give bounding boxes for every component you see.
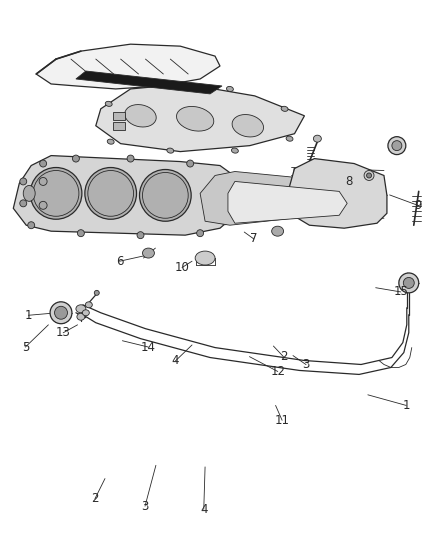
Text: 8: 8 bbox=[345, 175, 353, 188]
Text: 1: 1 bbox=[403, 399, 410, 412]
Ellipse shape bbox=[125, 104, 156, 127]
Ellipse shape bbox=[231, 148, 238, 153]
Text: 4: 4 bbox=[172, 354, 179, 367]
Ellipse shape bbox=[28, 222, 35, 229]
Text: 7: 7 bbox=[250, 232, 258, 245]
Polygon shape bbox=[113, 122, 124, 130]
Ellipse shape bbox=[137, 232, 144, 239]
Polygon shape bbox=[288, 158, 387, 228]
Ellipse shape bbox=[226, 86, 233, 92]
Ellipse shape bbox=[77, 313, 85, 320]
Ellipse shape bbox=[272, 226, 283, 236]
Ellipse shape bbox=[40, 160, 46, 167]
Ellipse shape bbox=[78, 230, 85, 237]
Ellipse shape bbox=[162, 83, 169, 88]
Ellipse shape bbox=[177, 107, 214, 131]
Ellipse shape bbox=[50, 302, 72, 324]
Text: 3: 3 bbox=[141, 499, 148, 513]
Ellipse shape bbox=[276, 187, 304, 207]
Ellipse shape bbox=[392, 141, 402, 151]
Ellipse shape bbox=[39, 201, 47, 209]
Ellipse shape bbox=[399, 273, 419, 293]
Ellipse shape bbox=[222, 175, 229, 182]
Ellipse shape bbox=[286, 136, 293, 141]
Polygon shape bbox=[36, 44, 220, 89]
Polygon shape bbox=[96, 84, 304, 151]
Ellipse shape bbox=[142, 248, 155, 258]
Ellipse shape bbox=[85, 167, 137, 219]
Ellipse shape bbox=[23, 185, 35, 201]
Polygon shape bbox=[200, 172, 341, 225]
Ellipse shape bbox=[167, 148, 174, 153]
Ellipse shape bbox=[105, 101, 112, 107]
Ellipse shape bbox=[20, 200, 27, 207]
Ellipse shape bbox=[229, 195, 235, 202]
Ellipse shape bbox=[314, 135, 321, 142]
Ellipse shape bbox=[140, 169, 191, 221]
Ellipse shape bbox=[55, 306, 67, 319]
Polygon shape bbox=[76, 71, 222, 94]
Ellipse shape bbox=[232, 115, 264, 137]
Polygon shape bbox=[13, 156, 240, 235]
Ellipse shape bbox=[388, 136, 406, 155]
Ellipse shape bbox=[76, 305, 86, 313]
Ellipse shape bbox=[187, 160, 194, 167]
Text: 4: 4 bbox=[200, 503, 208, 516]
Polygon shape bbox=[113, 112, 124, 120]
Ellipse shape bbox=[222, 218, 229, 225]
Text: 12: 12 bbox=[270, 365, 285, 378]
Ellipse shape bbox=[403, 278, 414, 288]
Ellipse shape bbox=[107, 139, 114, 144]
Ellipse shape bbox=[85, 302, 92, 308]
Text: 2: 2 bbox=[279, 350, 287, 363]
Ellipse shape bbox=[127, 155, 134, 162]
Ellipse shape bbox=[367, 173, 371, 178]
Ellipse shape bbox=[72, 155, 79, 162]
Ellipse shape bbox=[30, 167, 82, 219]
Polygon shape bbox=[228, 181, 347, 223]
Text: 6: 6 bbox=[116, 255, 124, 268]
Text: 11: 11 bbox=[275, 414, 290, 427]
Ellipse shape bbox=[281, 106, 288, 111]
Text: 5: 5 bbox=[21, 341, 29, 353]
Text: 13: 13 bbox=[56, 326, 71, 340]
Text: 14: 14 bbox=[141, 341, 156, 353]
Text: 3: 3 bbox=[302, 358, 310, 371]
Ellipse shape bbox=[195, 251, 215, 265]
Text: 10: 10 bbox=[175, 261, 190, 274]
Ellipse shape bbox=[197, 230, 204, 237]
Text: 2: 2 bbox=[91, 492, 99, 505]
Ellipse shape bbox=[20, 178, 27, 185]
Ellipse shape bbox=[82, 310, 89, 316]
Ellipse shape bbox=[364, 171, 374, 181]
Text: 15: 15 bbox=[393, 286, 408, 298]
Text: 9: 9 bbox=[415, 199, 422, 212]
Text: 1: 1 bbox=[25, 309, 32, 322]
Ellipse shape bbox=[94, 290, 99, 295]
Ellipse shape bbox=[39, 177, 47, 185]
Ellipse shape bbox=[234, 185, 261, 205]
